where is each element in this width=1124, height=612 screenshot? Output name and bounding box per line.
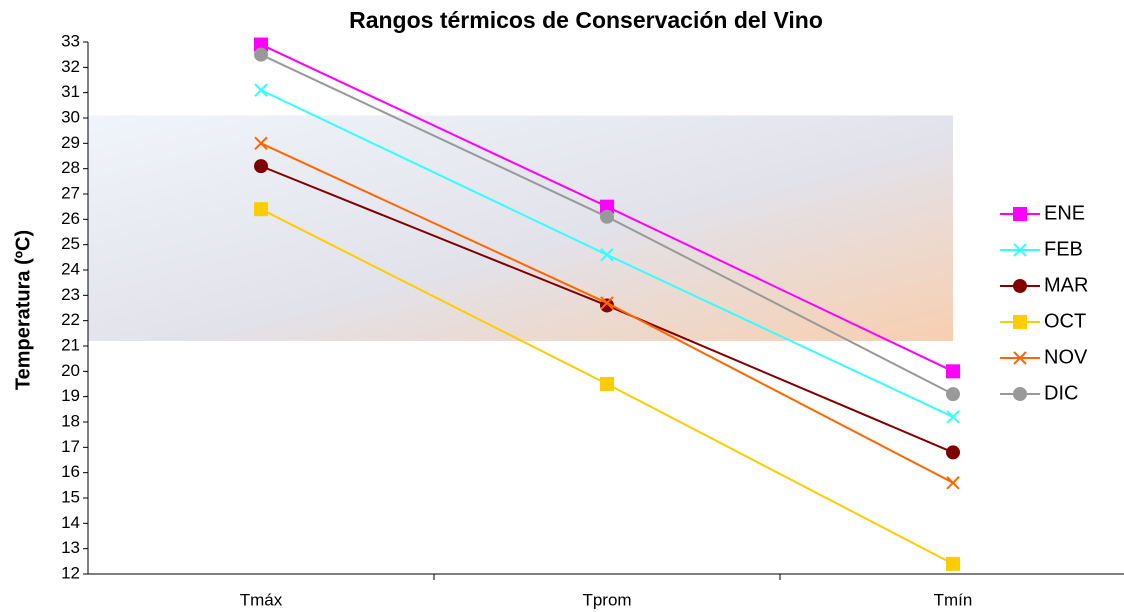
data-point xyxy=(946,410,960,424)
y-tick-label: 14 xyxy=(61,513,80,532)
legend-marker xyxy=(1013,207,1027,221)
y-tick-label: 23 xyxy=(61,285,80,304)
legend-label: DIC xyxy=(1044,382,1078,404)
legend-label: FEB xyxy=(1044,238,1083,260)
data-point xyxy=(600,209,614,224)
y-tick-label: 24 xyxy=(61,259,80,278)
data-point xyxy=(600,377,614,391)
y-tick-label: 21 xyxy=(61,335,80,354)
y-tick-label: 12 xyxy=(61,563,80,582)
x-tick-label: Tmín xyxy=(934,590,973,609)
legend-marker xyxy=(1013,279,1027,293)
data-point xyxy=(254,47,268,62)
legend-label: MAR xyxy=(1044,274,1088,296)
data-point xyxy=(254,136,268,151)
data-point xyxy=(946,387,960,402)
legend-marker xyxy=(1013,387,1027,401)
data-point xyxy=(946,445,960,460)
data-point xyxy=(946,364,960,379)
data-point xyxy=(254,37,268,52)
y-tick-label: 25 xyxy=(61,234,80,253)
y-tick-label: 17 xyxy=(61,437,80,456)
shaded-range xyxy=(88,115,953,341)
y-tick-label: 19 xyxy=(61,386,80,405)
y-tick-label: 33 xyxy=(61,31,80,50)
legend-label: ENE xyxy=(1044,202,1085,224)
data-point xyxy=(946,476,960,490)
y-tick-label: 15 xyxy=(61,487,80,506)
y-tick-label: 16 xyxy=(61,462,80,481)
data-point xyxy=(254,202,268,217)
y-tick-label: 28 xyxy=(61,158,80,177)
chart-title: Rangos térmicos de Conservación del Vino xyxy=(349,7,823,33)
data-point xyxy=(946,556,960,571)
y-tick-label: 29 xyxy=(61,133,80,152)
y-tick-label: 13 xyxy=(61,538,80,557)
data-point xyxy=(254,83,268,97)
data-point xyxy=(600,296,614,310)
legend-label: OCT xyxy=(1044,310,1086,332)
x-tick-label: Tprom xyxy=(582,590,631,609)
y-axis-label: Temperatura (ºC) xyxy=(12,230,34,390)
legend-marker xyxy=(1013,243,1027,257)
y-tick-label: 32 xyxy=(61,57,80,76)
legend-marker xyxy=(1013,351,1027,365)
data-point xyxy=(600,199,614,214)
y-tick-label: 30 xyxy=(61,107,80,126)
y-tick-label: 27 xyxy=(61,183,80,202)
legend-marker xyxy=(1013,315,1027,329)
y-tick-label: 20 xyxy=(61,361,80,380)
data-point xyxy=(600,248,614,262)
y-tick-label: 26 xyxy=(61,209,80,228)
x-tick-label: Tmáx xyxy=(240,590,283,609)
data-point xyxy=(254,159,268,174)
y-tick-label: 22 xyxy=(61,310,80,329)
y-tick-label: 31 xyxy=(61,82,80,101)
y-tick-label: 18 xyxy=(61,411,80,430)
legend-label: NOV xyxy=(1044,346,1088,368)
